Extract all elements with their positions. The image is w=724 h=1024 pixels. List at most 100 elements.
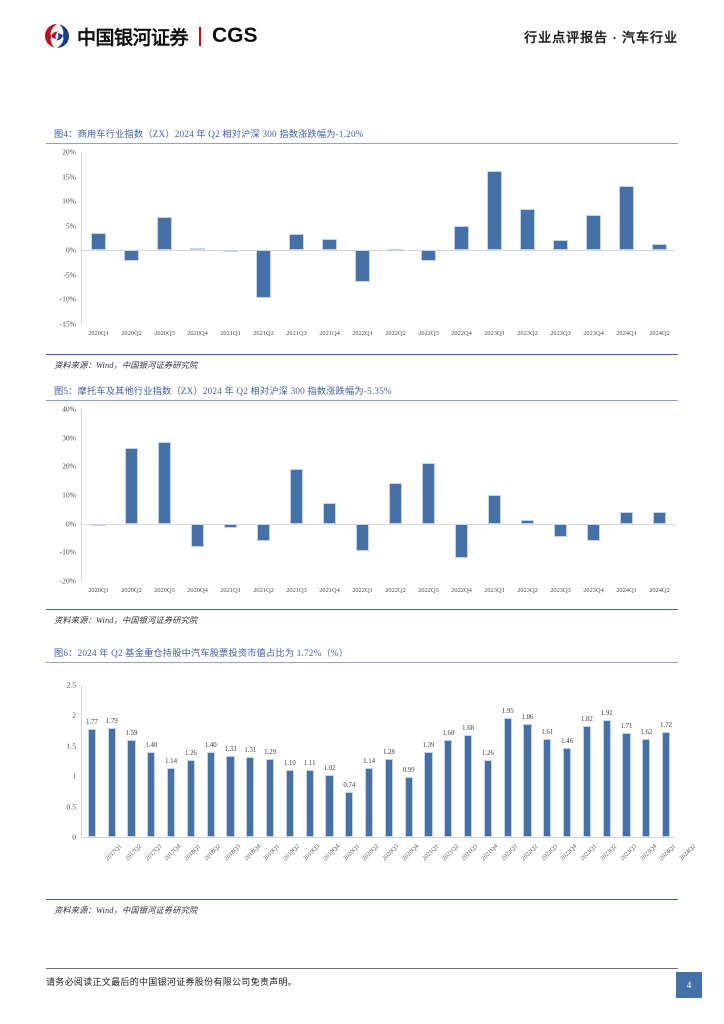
bar-value-label: 1.40 — [204, 741, 217, 749]
x-axis-tick: 2020Q4 — [187, 587, 208, 594]
bar-series — [82, 144, 676, 354]
footer-disclaimer: 请务必阅读正文最后的中国银河证券股份有限公司免责声明。 — [46, 977, 298, 987]
bar — [553, 239, 568, 251]
y-axis-tick: 10% — [62, 196, 76, 206]
x-axis-tick: 2023Q1 — [484, 587, 505, 594]
bar — [619, 186, 634, 251]
x-axis-tick: 2023Q1 — [484, 330, 505, 337]
bar — [87, 729, 97, 837]
bar — [91, 232, 106, 251]
fund-holdings-auto-share-chart: 0 0.5 1 1.5 2 2.5 1.77 1.79 1.59 1.40 1.14 1.26 1.40… — [46, 663, 698, 899]
y-axis-tick: 40% — [62, 404, 76, 414]
bar — [619, 512, 634, 524]
x-axis-tick: 2024Q2 — [649, 330, 670, 337]
bar-series: 1.77 1.79 1.59 1.40 1.14 1.26 1.40 1.33 1.31 1.29… — [82, 663, 676, 899]
bar — [226, 756, 235, 837]
x-axis-tick: 2024Q2 — [678, 843, 698, 863]
y-axis-tick: -10% — [59, 294, 76, 304]
figure-6-chart-area: 0 0.5 1 1.5 2 2.5 1.77 1.79 1.59 1.40 1.14 1.26 1.40… — [46, 663, 698, 899]
figure-5-chart-area: 40% 30% 20% 10% 0% -10% -20% 2020Q1 2020Q2 2020Q3… — [46, 401, 678, 609]
y-axis-tick: -10% — [59, 547, 76, 557]
bar — [388, 248, 403, 251]
bar-value-label: 1.92 — [600, 710, 613, 718]
y-axis-tick: 0 — [72, 832, 76, 842]
figure-4-rule-bottom — [46, 354, 678, 355]
bar-value-label: 1.26 — [481, 750, 494, 758]
bar — [345, 792, 354, 837]
y-axis-line — [81, 685, 82, 837]
bar — [520, 208, 535, 251]
x-axis-tick: 2021Q1 — [220, 587, 241, 594]
baseline — [82, 837, 676, 838]
y-axis-tick: -20% — [59, 576, 76, 586]
bar-value-label: 1.79 — [105, 718, 118, 726]
y-axis-tick: 1 — [72, 771, 76, 781]
bar — [652, 511, 667, 524]
bar-value-label: 1.77 — [85, 719, 98, 727]
bar — [421, 250, 436, 262]
bar-value-label: 1.61 — [541, 729, 554, 737]
x-axis-tick: 2020Q3 — [154, 330, 175, 337]
bar — [322, 238, 337, 251]
x-axis-tick: 2020Q2 — [121, 330, 142, 337]
bar — [586, 214, 601, 251]
bar-value-label: 1.28 — [382, 749, 395, 757]
bar — [582, 726, 592, 837]
bar — [166, 767, 176, 837]
figure-5-source: 资料来源：Wind，中国银河证券研究院 — [54, 616, 198, 625]
bar-value-label: 1.11 — [303, 759, 316, 767]
y-axis-line — [81, 409, 82, 581]
bar — [355, 523, 370, 552]
x-axis-tick: 2023Q2 — [517, 330, 538, 337]
bar — [265, 758, 275, 837]
figure-4-block: 图4：商用车行业指数（ZX）2024 年 Q2 相对沪深 300 指数涨跌幅为-… — [46, 126, 678, 371]
report-type-label: 行业点评报告 · 汽车行业 — [524, 29, 678, 45]
bar — [305, 769, 314, 837]
bar — [124, 447, 139, 524]
x-axis-tick: 2024Q1 — [616, 330, 637, 337]
bar — [147, 751, 156, 837]
x-axis-tick: 2021Q4 — [319, 587, 340, 594]
bar-value-label: 1.26 — [184, 750, 197, 758]
bar-value-label: 1.46 — [561, 738, 574, 746]
bar — [322, 503, 337, 524]
figure-4-source: 资料来源：Wind，中国银河证券研究院 — [54, 361, 198, 370]
x-axis-tick: 2022Q1 — [352, 587, 373, 594]
x-axis-tick: 2021Q2 — [253, 587, 274, 594]
bar — [256, 523, 271, 541]
bar-value-label: 1.60 — [442, 729, 455, 737]
bar — [157, 216, 172, 251]
bar — [520, 519, 535, 524]
y-axis-labels: 0 0.5 1 1.5 2 2.5 — [46, 663, 80, 899]
x-axis-tick: 2022Q2 — [385, 587, 406, 594]
bar-value-label: 1.82 — [580, 716, 593, 724]
bar-value-label: 1.86 — [521, 713, 534, 721]
y-axis-tick: 30% — [62, 433, 76, 443]
bar — [364, 767, 374, 837]
bar — [642, 738, 651, 837]
bar — [553, 523, 568, 538]
x-axis-tick: 2023Q3 — [550, 330, 571, 337]
x-axis-tick: 2020Q1 — [88, 330, 109, 337]
bar — [404, 776, 413, 837]
bar — [223, 249, 238, 252]
bar — [107, 728, 116, 837]
bar-value-label: 0.74 — [343, 782, 356, 789]
bar — [661, 732, 671, 837]
x-axis-tick: 2022Q3 — [418, 330, 439, 337]
y-axis-tick: 10% — [62, 490, 76, 500]
x-axis-tick: 2020Q4 — [187, 330, 208, 337]
bar — [157, 442, 172, 524]
y-axis-line — [81, 152, 82, 324]
bar-value-label: 1.14 — [165, 757, 178, 765]
y-axis-tick: -15% — [59, 319, 76, 329]
bar — [190, 523, 205, 548]
bar — [483, 760, 493, 837]
bar — [487, 171, 502, 251]
bar-value-label: 1.33 — [224, 746, 237, 754]
figure-4-title: 图4：商用车行业指数（ZX）2024 年 Q2 相对沪深 300 指数涨跌幅为-… — [54, 129, 364, 139]
bar — [523, 723, 532, 837]
bar-value-label: 1.72 — [660, 722, 673, 730]
brand-name-cn: 中国银河证券 — [77, 27, 189, 49]
bar — [503, 718, 512, 837]
